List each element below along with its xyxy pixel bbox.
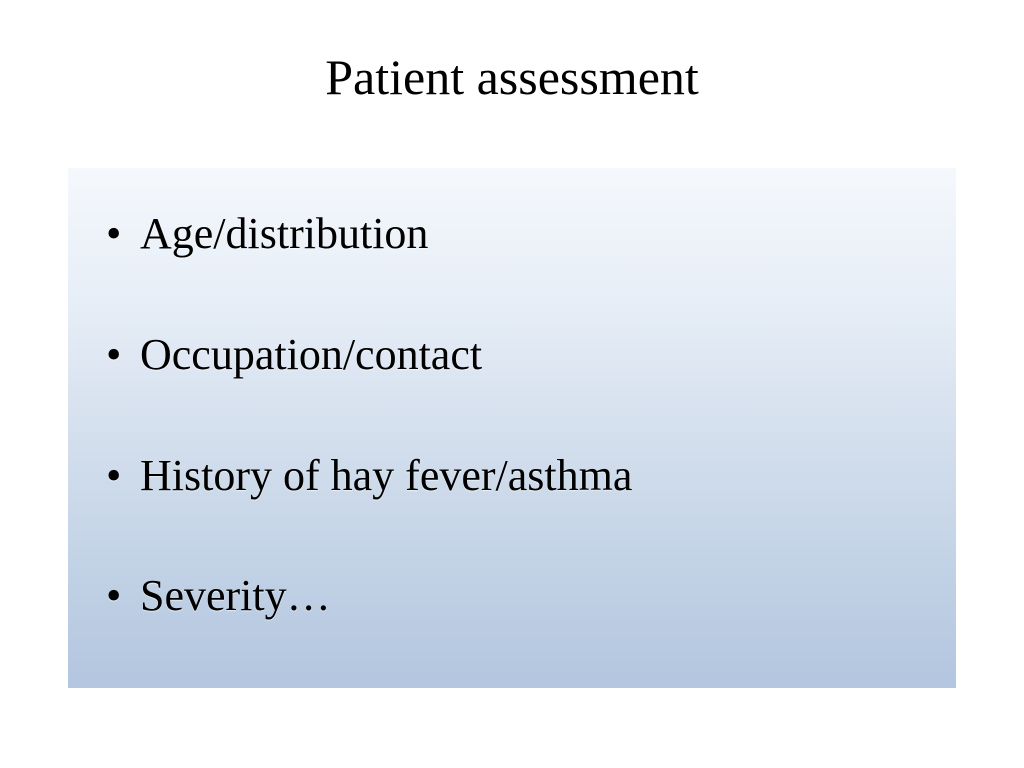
bullet-list: Age/distribution Occupation/contact Hist…	[100, 208, 924, 623]
bullet-item: History of hay fever/asthma	[100, 450, 924, 503]
slide-title: Patient assessment	[0, 0, 1024, 106]
bullet-item: Occupation/contact	[100, 329, 924, 382]
bullet-item: Age/distribution	[100, 208, 924, 261]
bullet-item: Severity…	[100, 570, 924, 623]
content-box: Age/distribution Occupation/contact Hist…	[68, 168, 956, 688]
slide: Patient assessment Age/distribution Occu…	[0, 0, 1024, 768]
